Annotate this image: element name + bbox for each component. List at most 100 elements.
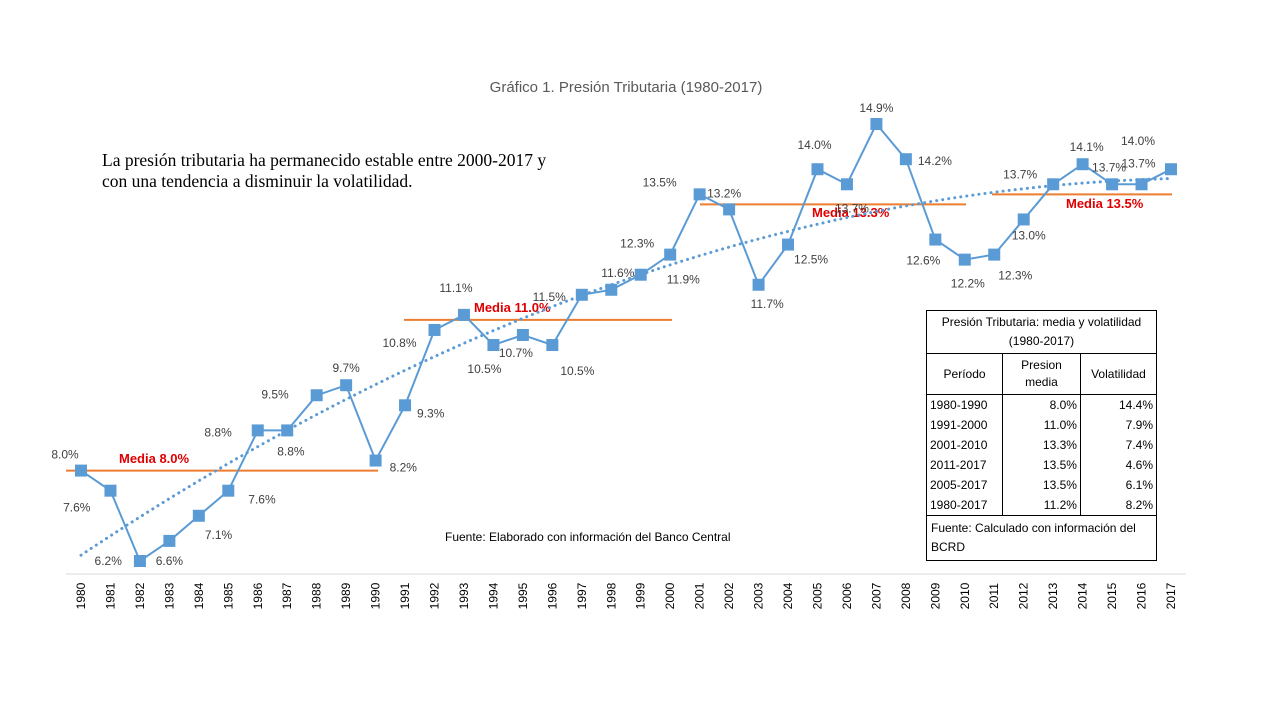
data-point-marker <box>310 389 323 402</box>
data-point-marker <box>693 188 706 201</box>
data-point-marker <box>575 288 588 301</box>
data-point-marker <box>782 238 795 251</box>
data-label: 9.7% <box>332 361 360 375</box>
x-tick-label: 2014 <box>1076 582 1090 609</box>
x-tick-label: 2007 <box>869 582 883 609</box>
x-tick-label: 1994 <box>486 582 500 609</box>
table-cell-period: 1991-2000 <box>930 418 988 432</box>
x-tick-label: 2017 <box>1164 582 1178 609</box>
x-tick-label: 1988 <box>310 582 324 609</box>
table-row: 1991-2000 11.0% 7.9% <box>927 415 1156 435</box>
data-point-marker <box>104 484 117 497</box>
x-tick-label: 2003 <box>752 582 766 609</box>
x-tick-label: 1984 <box>192 582 206 609</box>
data-label: 7.1% <box>205 528 233 542</box>
data-label: 8.2% <box>390 461 418 475</box>
data-point-marker <box>605 283 618 296</box>
data-label: 9.5% <box>261 387 289 401</box>
chart-annotation: La presión tributaria ha permanecido est… <box>102 150 547 191</box>
data-label: 14.0% <box>797 138 831 152</box>
data-point-marker <box>752 278 765 291</box>
x-tick-label: 1992 <box>428 582 442 609</box>
x-tick-label: 1991 <box>398 582 412 609</box>
table-cell-mean: 11.0% <box>1002 415 1081 435</box>
x-tick-label: 1983 <box>162 582 176 609</box>
table-cell-period: 1980-1990 <box>930 398 988 412</box>
data-point-marker <box>634 268 647 281</box>
data-label: 11.5% <box>533 290 566 304</box>
x-tick-label: 2004 <box>781 582 795 609</box>
data-point-marker <box>664 248 677 261</box>
table-row: 2005-2017 13.5% 6.1% <box>927 475 1156 495</box>
x-tick-label: 2006 <box>840 582 854 609</box>
table-row: 2001-2010 13.3% 7.4% <box>927 435 1156 455</box>
data-point-marker <box>723 203 736 216</box>
data-point-marker <box>1017 213 1030 226</box>
header-volatilidad: Volatilidad <box>1079 354 1156 395</box>
data-label: 12.3% <box>998 269 1032 283</box>
x-tick-label: 2008 <box>899 582 913 609</box>
chart-source-note: Fuente: Elaborado con información del Ba… <box>445 530 731 544</box>
data-label: 13.7% <box>1122 156 1156 170</box>
data-label: 10.7% <box>499 346 533 360</box>
summary-table: Presión Tributaria: media y volatilidad … <box>926 310 1157 561</box>
table-cell-volatility: 6.1% <box>1079 475 1156 495</box>
data-label: 11.9% <box>667 273 700 287</box>
summary-table-caption: Presión Tributaria: media y volatilidad … <box>927 311 1156 354</box>
data-label: 11.7% <box>751 297 784 311</box>
summary-table-source: Fuente: Calculado con información del BC… <box>927 515 1156 560</box>
data-label: 12.6% <box>906 254 940 268</box>
header-periodo: Período <box>927 354 1003 395</box>
x-tick-label: 1993 <box>457 582 471 609</box>
data-label: 8.0% <box>51 448 79 462</box>
data-label: 10.5% <box>560 364 594 378</box>
x-tick-label: 2016 <box>1135 582 1149 609</box>
data-point-marker <box>516 328 529 341</box>
x-tick-label: 1998 <box>604 582 618 609</box>
x-tick-label: 2005 <box>810 582 824 609</box>
x-tick-label: 1995 <box>516 582 530 609</box>
data-label: 14.1% <box>1070 140 1104 154</box>
table-cell-period: 2001-2010 <box>930 438 988 452</box>
data-point-marker <box>251 424 264 437</box>
data-point-marker <box>1135 178 1148 191</box>
x-tick-label: 1989 <box>339 582 353 609</box>
x-tick-label: 1987 <box>280 582 294 609</box>
data-point-marker <box>546 339 559 352</box>
table-cell-mean: 13.5% <box>1002 475 1081 495</box>
data-label: 13.7% <box>1092 160 1126 174</box>
x-tick-label: 2013 <box>1046 582 1060 609</box>
x-tick-label: 2011 <box>987 583 1001 609</box>
x-tick-label: 2012 <box>1017 582 1031 609</box>
data-label: 10.8% <box>382 336 416 350</box>
table-cell-volatility: 7.4% <box>1079 435 1156 455</box>
x-tick-label: 2010 <box>958 582 972 609</box>
data-point-marker <box>281 424 294 437</box>
data-point-marker <box>870 118 883 131</box>
table-cell-volatility: 14.4% <box>1079 394 1156 415</box>
data-point-marker <box>1047 178 1060 191</box>
x-tick-label: 2000 <box>663 582 677 609</box>
table-cell-volatility: 4.6% <box>1079 455 1156 475</box>
mean-label: Media 11.0% <box>474 300 551 315</box>
data-label: 14.0% <box>1121 134 1155 148</box>
data-point-marker <box>1165 163 1177 176</box>
data-label: 13.5% <box>643 175 677 189</box>
table-cell-period: 2011-2017 <box>930 458 987 472</box>
data-point-marker <box>340 379 353 392</box>
table-row: 1980-1990 8.0% 14.4% <box>927 394 1156 415</box>
data-label: 10.5% <box>467 362 501 376</box>
data-label: 6.2% <box>95 554 123 568</box>
data-label: 12.5% <box>794 253 828 267</box>
table-cell-period: 2005-2017 <box>930 478 988 492</box>
data-label: 13.0% <box>1012 228 1046 242</box>
data-point-marker <box>988 248 1001 261</box>
data-label: 6.6% <box>156 554 184 568</box>
data-label: 9.3% <box>417 406 445 420</box>
data-label: 8.8% <box>204 425 232 439</box>
chart-title: Gráfico 1. Presión Tributaria (1980-2017… <box>490 79 763 96</box>
mean-label: Media 13.5% <box>1066 196 1144 211</box>
x-tick-label: 1990 <box>369 582 383 609</box>
table-row: 2011-2017 13.5% 4.6% <box>927 455 1156 475</box>
data-point-marker <box>487 339 500 352</box>
